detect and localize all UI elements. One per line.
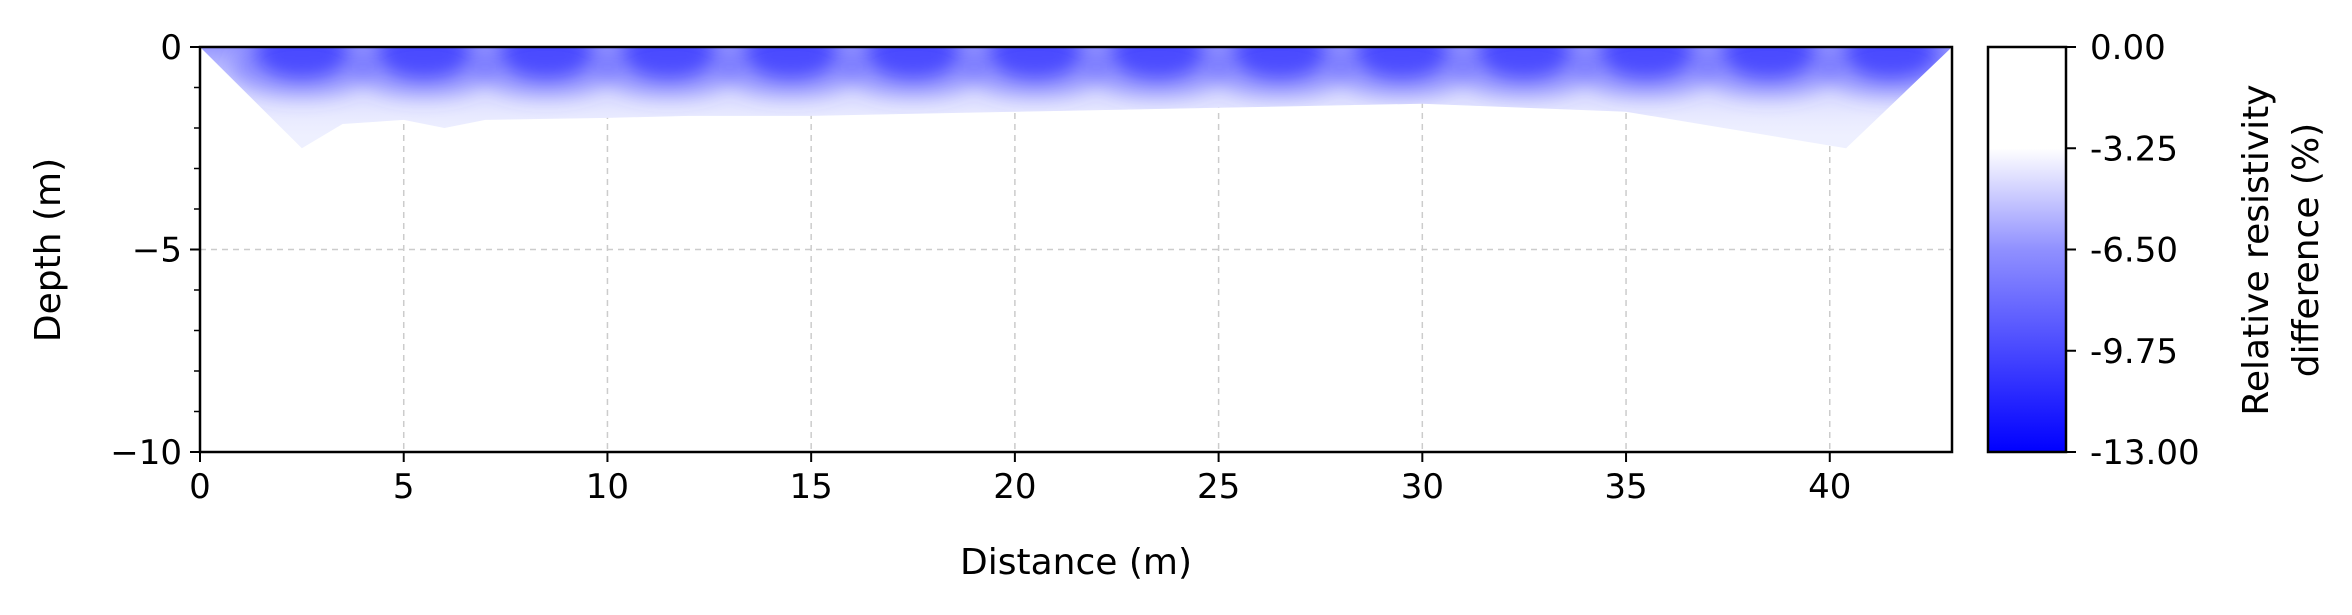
anomaly-halo bbox=[1331, 47, 1472, 98]
x-tick-label: 25 bbox=[1197, 467, 1240, 507]
y-tick-label: −5 bbox=[132, 231, 182, 271]
colorbar-title-line1: Relative resistivity bbox=[2236, 84, 2277, 415]
x-tick-label: 15 bbox=[790, 467, 833, 507]
anomaly-halo bbox=[1209, 47, 1350, 98]
y-axis-title: Depth (m) bbox=[28, 158, 69, 342]
colorbar: 0.00 -3.25 -6.50 -9.75 -13.00 Relative resis… bbox=[1986, 28, 2327, 473]
x-tick-label: 5 bbox=[393, 467, 415, 507]
x-tick-label: 40 bbox=[1808, 467, 1851, 507]
colorbar-fill bbox=[1988, 47, 2066, 452]
anomaly-halo bbox=[1576, 47, 1717, 98]
y-tick-label: 0 bbox=[160, 28, 182, 68]
colorbar-tick-label: -13.00 bbox=[2090, 433, 2200, 473]
x-axis-title: Distance (m) bbox=[960, 542, 1192, 583]
anomaly-halo bbox=[720, 47, 861, 98]
anomalies bbox=[231, 47, 1952, 98]
anomaly-halo bbox=[598, 47, 739, 98]
y-tick-label: −10 bbox=[110, 433, 182, 473]
colorbar-tick-label: -3.25 bbox=[2090, 129, 2178, 169]
y-axis: 0 −5 −10 bbox=[110, 28, 200, 473]
x-tick-label: 35 bbox=[1604, 467, 1647, 507]
x-axis: 0 5 10 15 20 25 30 35 40 bbox=[189, 452, 1851, 507]
anomaly-halo bbox=[965, 47, 1106, 98]
colorbar-ticks: 0.00 -3.25 -6.50 -9.75 -13.00 bbox=[2066, 28, 2200, 473]
x-tick-label: 10 bbox=[586, 467, 629, 507]
colorbar-tick-label: 0.00 bbox=[2090, 28, 2166, 68]
plot-area: 0 5 10 15 20 25 30 35 40 0 −5 −10 bbox=[110, 28, 1954, 507]
anomaly-halo bbox=[1087, 47, 1228, 98]
x-tick-label: 20 bbox=[993, 467, 1036, 507]
anomaly-halo bbox=[476, 47, 617, 98]
colorbar-tick-label: -9.75 bbox=[2090, 332, 2178, 372]
resistivity-section bbox=[200, 47, 1952, 149]
anomaly-halo bbox=[1698, 47, 1839, 98]
x-tick-label: 30 bbox=[1401, 467, 1444, 507]
colorbar-title-line2: difference (%) bbox=[2286, 123, 2327, 377]
x-tick-label: 0 bbox=[189, 467, 211, 507]
anomaly-halo bbox=[354, 47, 495, 98]
colorbar-tick-label: -6.50 bbox=[2090, 231, 2178, 271]
anomaly-halo bbox=[231, 47, 372, 98]
anomaly-halo bbox=[1454, 47, 1595, 98]
anomaly-halo bbox=[843, 47, 984, 98]
